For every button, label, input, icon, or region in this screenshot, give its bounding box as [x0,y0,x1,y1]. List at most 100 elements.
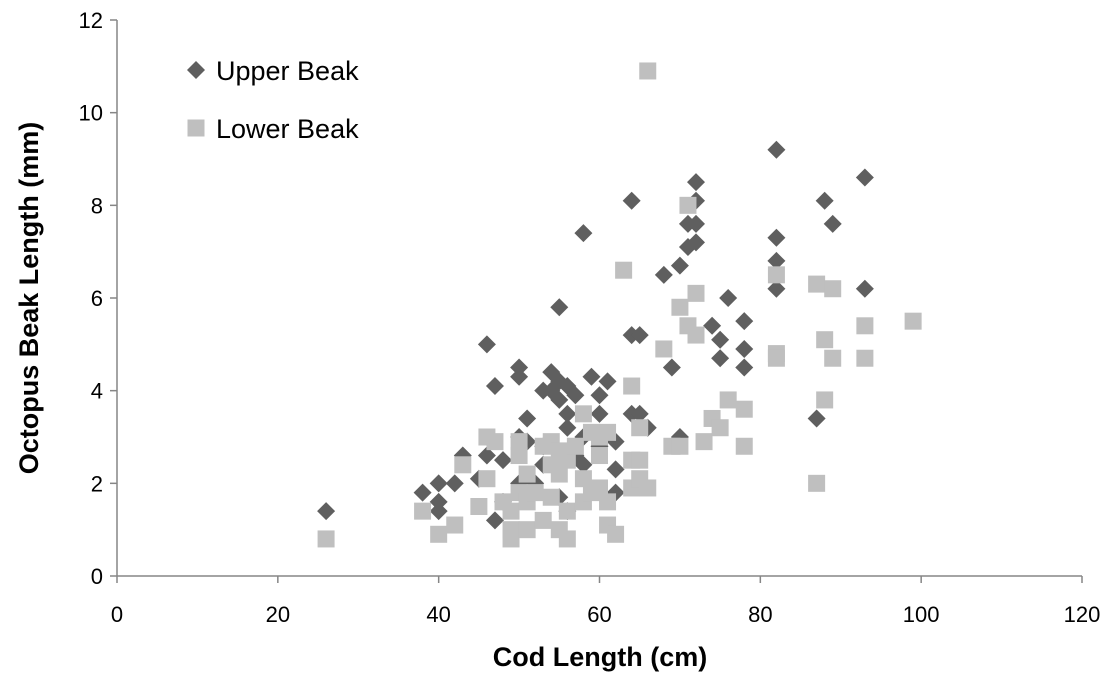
data-point [574,405,592,423]
data-point [855,279,874,298]
data-point [767,349,785,367]
data-point [824,280,842,298]
data-point [679,196,697,214]
data-point [808,474,826,492]
data-point [687,284,705,302]
y-tick-label: 12 [79,8,103,33]
data-point [429,492,448,511]
data-point [558,404,577,423]
data-point [823,214,842,233]
data-point [445,474,464,493]
x-tick-label: 60 [587,602,611,627]
data-point [430,525,448,543]
data-point [477,335,496,354]
data-point [711,419,729,437]
data-point [767,228,786,247]
data-point [478,470,496,488]
legend-label: Lower Beak [216,114,359,144]
data-point [622,191,641,210]
data-point [470,498,488,515]
data-point [735,358,754,377]
data-point [510,358,529,377]
data-point [510,433,528,451]
data-point [494,451,512,470]
x-tick-label: 20 [266,602,290,627]
legend-label: Upper Beak [216,56,359,86]
data-point [599,493,617,511]
data-point [566,437,584,455]
data-point [591,479,608,497]
data-point [558,418,577,437]
data-point [518,409,537,428]
data-point [695,433,713,451]
data-point [591,447,608,465]
data-point [719,391,737,409]
data-point [711,330,730,349]
data-point [855,168,874,187]
data-point [510,447,528,465]
data-point [678,214,697,233]
data-point [317,502,336,521]
data-point [566,386,585,405]
data-point [485,511,504,530]
y-tick-label: 0 [91,564,103,589]
data-point [550,390,569,409]
y-tick-label: 4 [91,379,103,404]
legend-marker [187,119,205,137]
data-point [671,437,689,455]
x-tick-label: 80 [748,602,772,627]
data-point [429,502,448,521]
data-point [631,419,649,437]
data-point [703,316,722,335]
data-point [719,289,738,307]
data-point [317,530,335,548]
data-point [558,502,576,520]
data-point [639,479,657,497]
x-tick-label: 0 [111,602,123,627]
data-point [856,317,874,335]
data-point [623,377,641,395]
data-point [824,349,842,367]
data-point [767,266,785,284]
data-point [574,224,593,243]
data-point [606,460,625,479]
data-point [454,456,472,474]
data-point [816,331,834,349]
data-point [414,502,432,520]
data-point [670,256,689,275]
data-point [607,525,625,543]
legend-marker [187,61,205,79]
data-point [767,251,786,270]
data-point [502,521,520,539]
data-point [518,521,536,539]
data-point [807,409,826,428]
data-point [767,279,786,298]
y-tick-label: 10 [79,101,103,126]
x-tick-label: 40 [426,602,450,627]
data-point [735,400,753,418]
data-point [735,339,754,358]
data-point [598,372,617,391]
data-point [534,511,552,529]
data-point [655,340,673,358]
data-point [671,298,689,316]
data-point [654,265,673,284]
data-point [639,62,657,80]
data-point [711,349,730,368]
data-point [687,326,705,344]
y-axis-title: Octopus Beak Length (mm) [14,122,44,475]
data-point [446,516,464,534]
data-point [486,433,504,451]
data-point [477,446,496,465]
data-point [413,483,432,502]
data-point [558,451,576,469]
data-point [816,391,834,409]
data-point [582,367,601,386]
data-point [429,474,448,493]
data-point [815,191,834,210]
data-point [687,173,705,192]
y-tick-label: 2 [91,471,103,496]
data-point [631,451,649,469]
x-tick-label: 100 [903,602,940,627]
